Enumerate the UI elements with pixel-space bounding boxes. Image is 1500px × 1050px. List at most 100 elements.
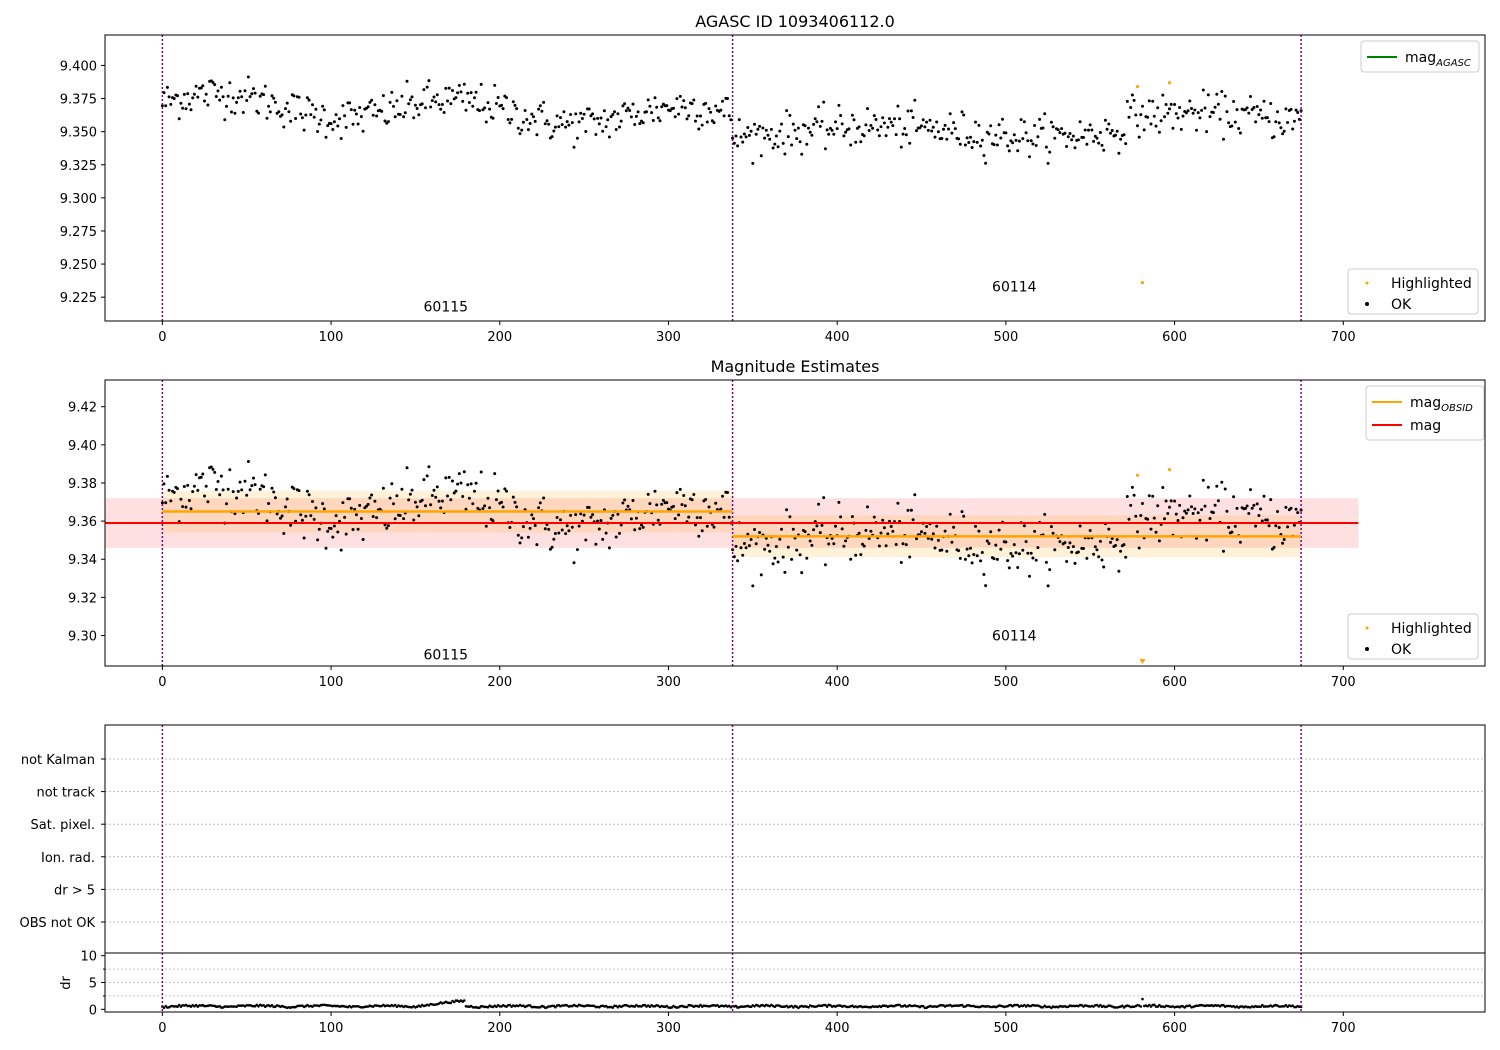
ok-point [1139,113,1143,117]
ok-point [1223,94,1227,98]
ok-point [486,496,490,500]
ok-point [633,123,637,126]
ok-point [537,506,541,510]
ok-point [660,502,664,506]
ok-point [462,470,466,474]
ok-point [1038,117,1042,121]
ok-point [1257,514,1261,517]
ok-point [1277,121,1281,125]
ok-point [1141,104,1144,108]
obsid-label: 60115 [424,299,469,315]
ok-point [992,557,996,561]
ok-point [1095,548,1099,552]
ok-point [393,115,397,119]
ok-point [1093,134,1097,138]
y-tick-label: 9.275 [60,225,97,240]
agasc-magnitude-panel: AGASC ID 1093406112.0 60115 60114 0 100 200… [60,12,1486,345]
ok-point [216,480,220,483]
ok-point [1001,117,1004,121]
ok-point [164,104,168,108]
ok-point [827,132,831,136]
ok-point [289,119,293,123]
ok-point [324,546,328,550]
ok-point [1223,487,1227,491]
ok-point [1200,508,1204,512]
ok-point [393,517,397,521]
ok-point [559,116,562,120]
ok-point [896,501,900,505]
ok-point [569,513,573,517]
ok-point [854,553,858,557]
ok-point [280,514,284,518]
ok-point [969,135,972,139]
ok-point [1068,541,1072,545]
ok-point [309,514,313,518]
ok-point [479,82,483,86]
ok-point [520,536,524,540]
ok-point [800,571,804,575]
ok-point [930,537,934,541]
ok-point [203,494,206,498]
ok-point [967,141,971,144]
ok-point [952,121,956,125]
ok-point [825,128,829,132]
dr-point [1023,1003,1026,1007]
ok-point [192,484,196,488]
ok-point [250,484,254,488]
ok-point [184,107,188,111]
ok-point [813,117,817,121]
ok-point [658,119,662,123]
ok-point [383,523,387,527]
ok-point [769,127,773,131]
ok-point [607,546,611,550]
ok-point [746,126,750,129]
legend-label: Highlighted [1391,621,1472,637]
ok-point [921,118,925,122]
ok-point [839,114,843,117]
ok-point [1073,146,1077,150]
ok-point [574,513,578,517]
ok-point [864,528,868,532]
dr-point [463,999,466,1002]
ok-point [677,513,681,517]
ok-point [791,527,795,531]
ok-point [311,103,314,107]
ok-point [1049,120,1053,124]
y-tick-label: 9.30 [68,629,97,644]
ok-point [766,133,770,137]
ok-point [687,515,691,519]
ok-point [375,114,379,118]
ok-point [535,133,539,137]
ok-point [925,120,929,124]
ok-point [277,110,281,114]
ok-point [628,109,632,112]
ok-point [354,513,358,517]
ok-point [614,128,618,131]
ok-point [888,117,891,121]
ok-point [665,104,669,108]
ok-point [619,523,623,527]
ok-point [864,123,868,127]
ok-point [359,517,363,520]
ok-point [516,533,520,537]
ok-point [533,524,537,527]
ok-point [305,489,309,493]
y-tick-label: 9.300 [60,192,97,207]
y-tick-label: 9.375 [60,93,97,108]
ok-point [1193,108,1197,112]
ok-point [594,542,598,546]
ok-point [1297,117,1301,121]
ok-point [975,554,979,558]
ok-point [840,527,844,531]
ok-point [817,502,821,506]
ok-point [839,515,843,519]
ok-point [1282,538,1286,541]
ok-point [165,474,169,478]
ok-point [466,91,470,95]
ok-point [832,132,836,136]
y-ticks: 9.30 9.32 9.34 9.36 9.38 9.40 9.42 [68,401,105,644]
ok-point [1235,108,1239,112]
dr-point [1259,1005,1262,1009]
ok-point [1250,506,1254,510]
